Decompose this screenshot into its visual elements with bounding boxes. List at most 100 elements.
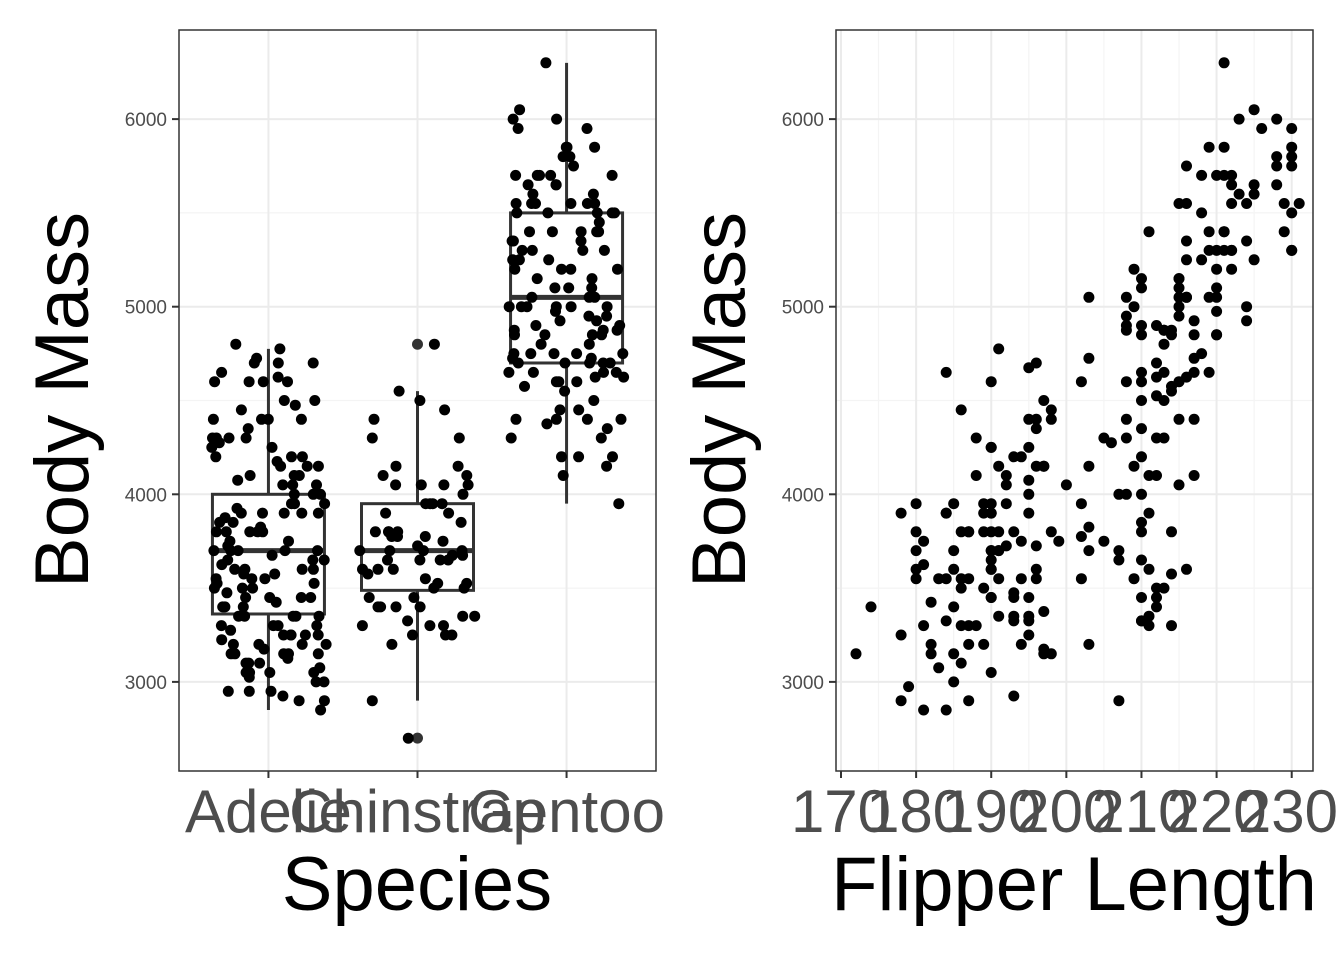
jitter-point: [243, 376, 255, 388]
scatter-point: [1015, 535, 1027, 547]
jitter-point: [565, 263, 577, 275]
scatter-point: [1136, 282, 1147, 294]
jitter-point: [282, 376, 293, 388]
jitter-point: [402, 732, 414, 744]
x-tick-label: 180: [866, 778, 966, 845]
scatter-point: [1128, 301, 1140, 313]
jitter-point: [573, 404, 585, 416]
jitter-point: [244, 470, 256, 481]
jitter-point: [286, 451, 297, 463]
y-tick-label: 4000: [125, 485, 167, 506]
jitter-point: [214, 516, 226, 528]
jitter-point: [424, 498, 436, 510]
jitter-point: [232, 474, 244, 486]
jitter-point: [301, 460, 313, 472]
scatter-point: [1136, 273, 1147, 285]
scatter-point: [1286, 244, 1298, 256]
jitter-point: [318, 676, 330, 688]
jitter-point: [509, 263, 521, 275]
jitter-point: [295, 413, 307, 425]
scatter-point: [1136, 376, 1147, 388]
scatter-point: [1008, 451, 1020, 463]
jitter-point: [407, 629, 418, 641]
scatter-point: [1136, 423, 1147, 435]
scatter-point: [1293, 198, 1305, 209]
scatter-point: [1136, 488, 1147, 500]
jitter-point: [565, 198, 577, 209]
scatter-point: [1053, 535, 1065, 547]
scatter-point: [1143, 226, 1155, 238]
jitter-point: [390, 479, 402, 491]
scatter-point: [985, 592, 997, 603]
jitter-point: [506, 235, 518, 247]
scatter-point: [1158, 582, 1170, 594]
jitter-point: [235, 404, 247, 416]
scatter-point: [1128, 573, 1140, 585]
scatter-point: [1203, 244, 1215, 256]
panel-2-x-axis-title: Flipper Length: [831, 842, 1317, 927]
jitter-point: [534, 169, 545, 181]
scatter-point: [1166, 568, 1177, 580]
scatter-point: [1181, 291, 1192, 303]
scatter-point: [1188, 315, 1200, 327]
jitter-point: [581, 123, 593, 134]
scatter-point: [948, 676, 960, 688]
jitter-point: [296, 451, 308, 463]
jitter-point: [375, 601, 387, 613]
jitter-point: [525, 348, 537, 360]
scatter-point: [1075, 498, 1087, 510]
jitter-point: [545, 169, 557, 181]
jitter-point: [507, 113, 519, 125]
scatter-point: [1136, 329, 1147, 341]
jitter-point: [267, 620, 279, 632]
scatter-point: [993, 610, 1005, 622]
scatter-point: [1120, 413, 1132, 425]
scatter-point: [948, 601, 960, 613]
jitter-point: [556, 263, 567, 275]
scatter-point: [1136, 526, 1147, 538]
y-tick-label: 3000: [782, 673, 824, 694]
outlier-point: [412, 338, 423, 350]
scatter-point: [1083, 545, 1095, 557]
jitter-point: [443, 507, 455, 519]
jitter-point: [588, 395, 600, 406]
jitter-point: [434, 554, 446, 566]
jitter-point: [575, 226, 587, 238]
jitter-point: [354, 545, 366, 557]
jitter-point: [507, 254, 519, 266]
jitter-point: [299, 629, 311, 641]
jitter-point: [240, 432, 252, 444]
jitter-point: [380, 507, 392, 519]
scatter-point: [1045, 526, 1057, 538]
scatter-point: [1113, 545, 1125, 557]
scatter-point: [1045, 413, 1057, 425]
scatter-point: [1181, 254, 1192, 266]
scatter-point: [1211, 263, 1223, 275]
jitter-point: [372, 563, 384, 575]
jitter-point: [553, 376, 565, 388]
panel-1-y-ticks: 3000 4000 5000 6000: [125, 110, 179, 694]
jitter-point: [461, 470, 473, 481]
jitter-point: [251, 352, 263, 364]
jitter-point: [522, 179, 534, 191]
scatter-point: [1188, 413, 1200, 425]
scatter-point: [895, 629, 907, 641]
jitter-point: [575, 235, 587, 247]
jitter-point: [274, 343, 286, 355]
y-tick-label: 6000: [782, 110, 824, 131]
jitter-point: [428, 582, 440, 594]
jitter-point: [563, 282, 575, 294]
panel-2-y-ticks: 3000 4000 5000 6000: [782, 110, 836, 694]
panel-1-y-axis-title: Body Mass: [20, 212, 105, 588]
x-tick-label: 210: [1091, 778, 1191, 845]
jitter-point: [548, 348, 560, 360]
scatter-point: [1203, 366, 1215, 378]
jitter-point: [207, 413, 219, 425]
jitter-point: [510, 198, 522, 209]
outlier-point: [412, 732, 423, 744]
jitter-point: [526, 291, 538, 303]
jitter-point: [288, 488, 300, 500]
jitter-point: [243, 685, 255, 697]
jitter-point: [312, 460, 324, 472]
jitter-point: [295, 592, 307, 603]
